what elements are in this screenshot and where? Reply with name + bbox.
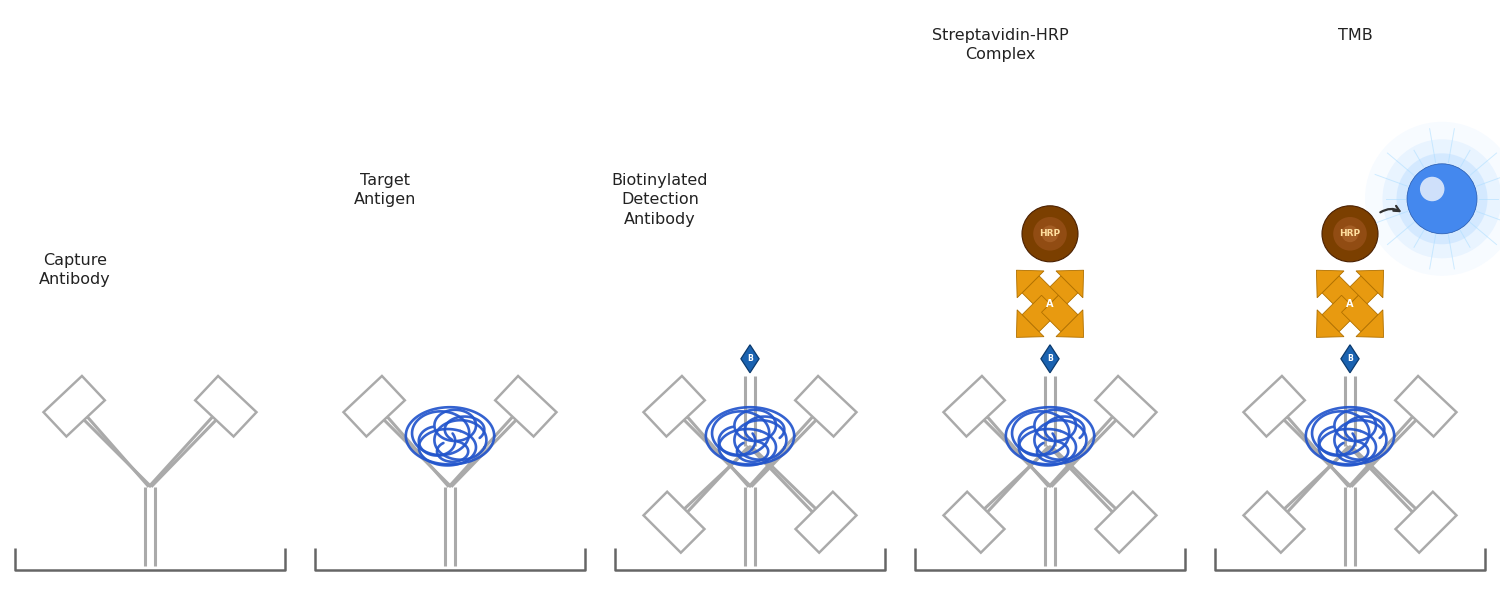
Polygon shape — [1317, 310, 1344, 337]
Polygon shape — [1017, 310, 1044, 337]
Polygon shape — [795, 376, 856, 437]
Text: A: A — [1347, 299, 1353, 309]
Text: Capture
Antibody: Capture Antibody — [39, 253, 111, 287]
Polygon shape — [1356, 310, 1383, 337]
Polygon shape — [1022, 295, 1059, 332]
Polygon shape — [1041, 345, 1059, 373]
Text: Biotinylated
Detection
Antibody: Biotinylated Detection Antibody — [612, 173, 708, 227]
Polygon shape — [344, 376, 405, 437]
Polygon shape — [1322, 295, 1359, 332]
Polygon shape — [944, 492, 1005, 553]
Polygon shape — [1041, 276, 1078, 312]
Polygon shape — [741, 345, 759, 373]
Polygon shape — [1395, 376, 1456, 437]
Text: Streptavidin-HRP
Complex: Streptavidin-HRP Complex — [932, 28, 1068, 62]
Polygon shape — [1017, 270, 1044, 298]
Polygon shape — [1341, 345, 1359, 373]
Text: B: B — [747, 354, 753, 363]
Polygon shape — [1317, 270, 1344, 298]
Circle shape — [1341, 226, 1359, 242]
Text: A: A — [1047, 299, 1053, 309]
Polygon shape — [1244, 376, 1305, 437]
Circle shape — [1334, 217, 1366, 251]
Polygon shape — [944, 376, 1005, 437]
Text: Target
Antigen: Target Antigen — [354, 173, 416, 208]
Text: HRP: HRP — [1340, 229, 1360, 238]
Polygon shape — [1244, 492, 1305, 553]
Polygon shape — [1056, 310, 1083, 337]
Circle shape — [1022, 206, 1078, 262]
Circle shape — [1322, 206, 1378, 262]
Polygon shape — [1341, 295, 1378, 332]
Text: B: B — [1047, 354, 1053, 363]
Circle shape — [1034, 217, 1066, 251]
Circle shape — [1383, 139, 1500, 259]
Polygon shape — [1395, 492, 1456, 553]
Circle shape — [1396, 154, 1488, 244]
Polygon shape — [1022, 276, 1059, 312]
Circle shape — [1365, 122, 1500, 276]
Text: TMB: TMB — [1338, 28, 1372, 43]
Polygon shape — [1095, 492, 1156, 553]
Polygon shape — [495, 376, 556, 437]
Circle shape — [1420, 177, 1444, 201]
Text: B: B — [1347, 354, 1353, 363]
Polygon shape — [1322, 276, 1359, 312]
Text: HRP: HRP — [1040, 229, 1060, 238]
Polygon shape — [1041, 295, 1078, 332]
Polygon shape — [195, 376, 256, 437]
Polygon shape — [1056, 270, 1083, 298]
Polygon shape — [644, 492, 705, 553]
Polygon shape — [644, 376, 705, 437]
Polygon shape — [1095, 376, 1156, 437]
Circle shape — [1041, 226, 1059, 242]
Polygon shape — [1356, 270, 1383, 298]
Circle shape — [1407, 164, 1478, 234]
Polygon shape — [1341, 276, 1378, 312]
Polygon shape — [44, 376, 105, 437]
Polygon shape — [795, 492, 856, 553]
